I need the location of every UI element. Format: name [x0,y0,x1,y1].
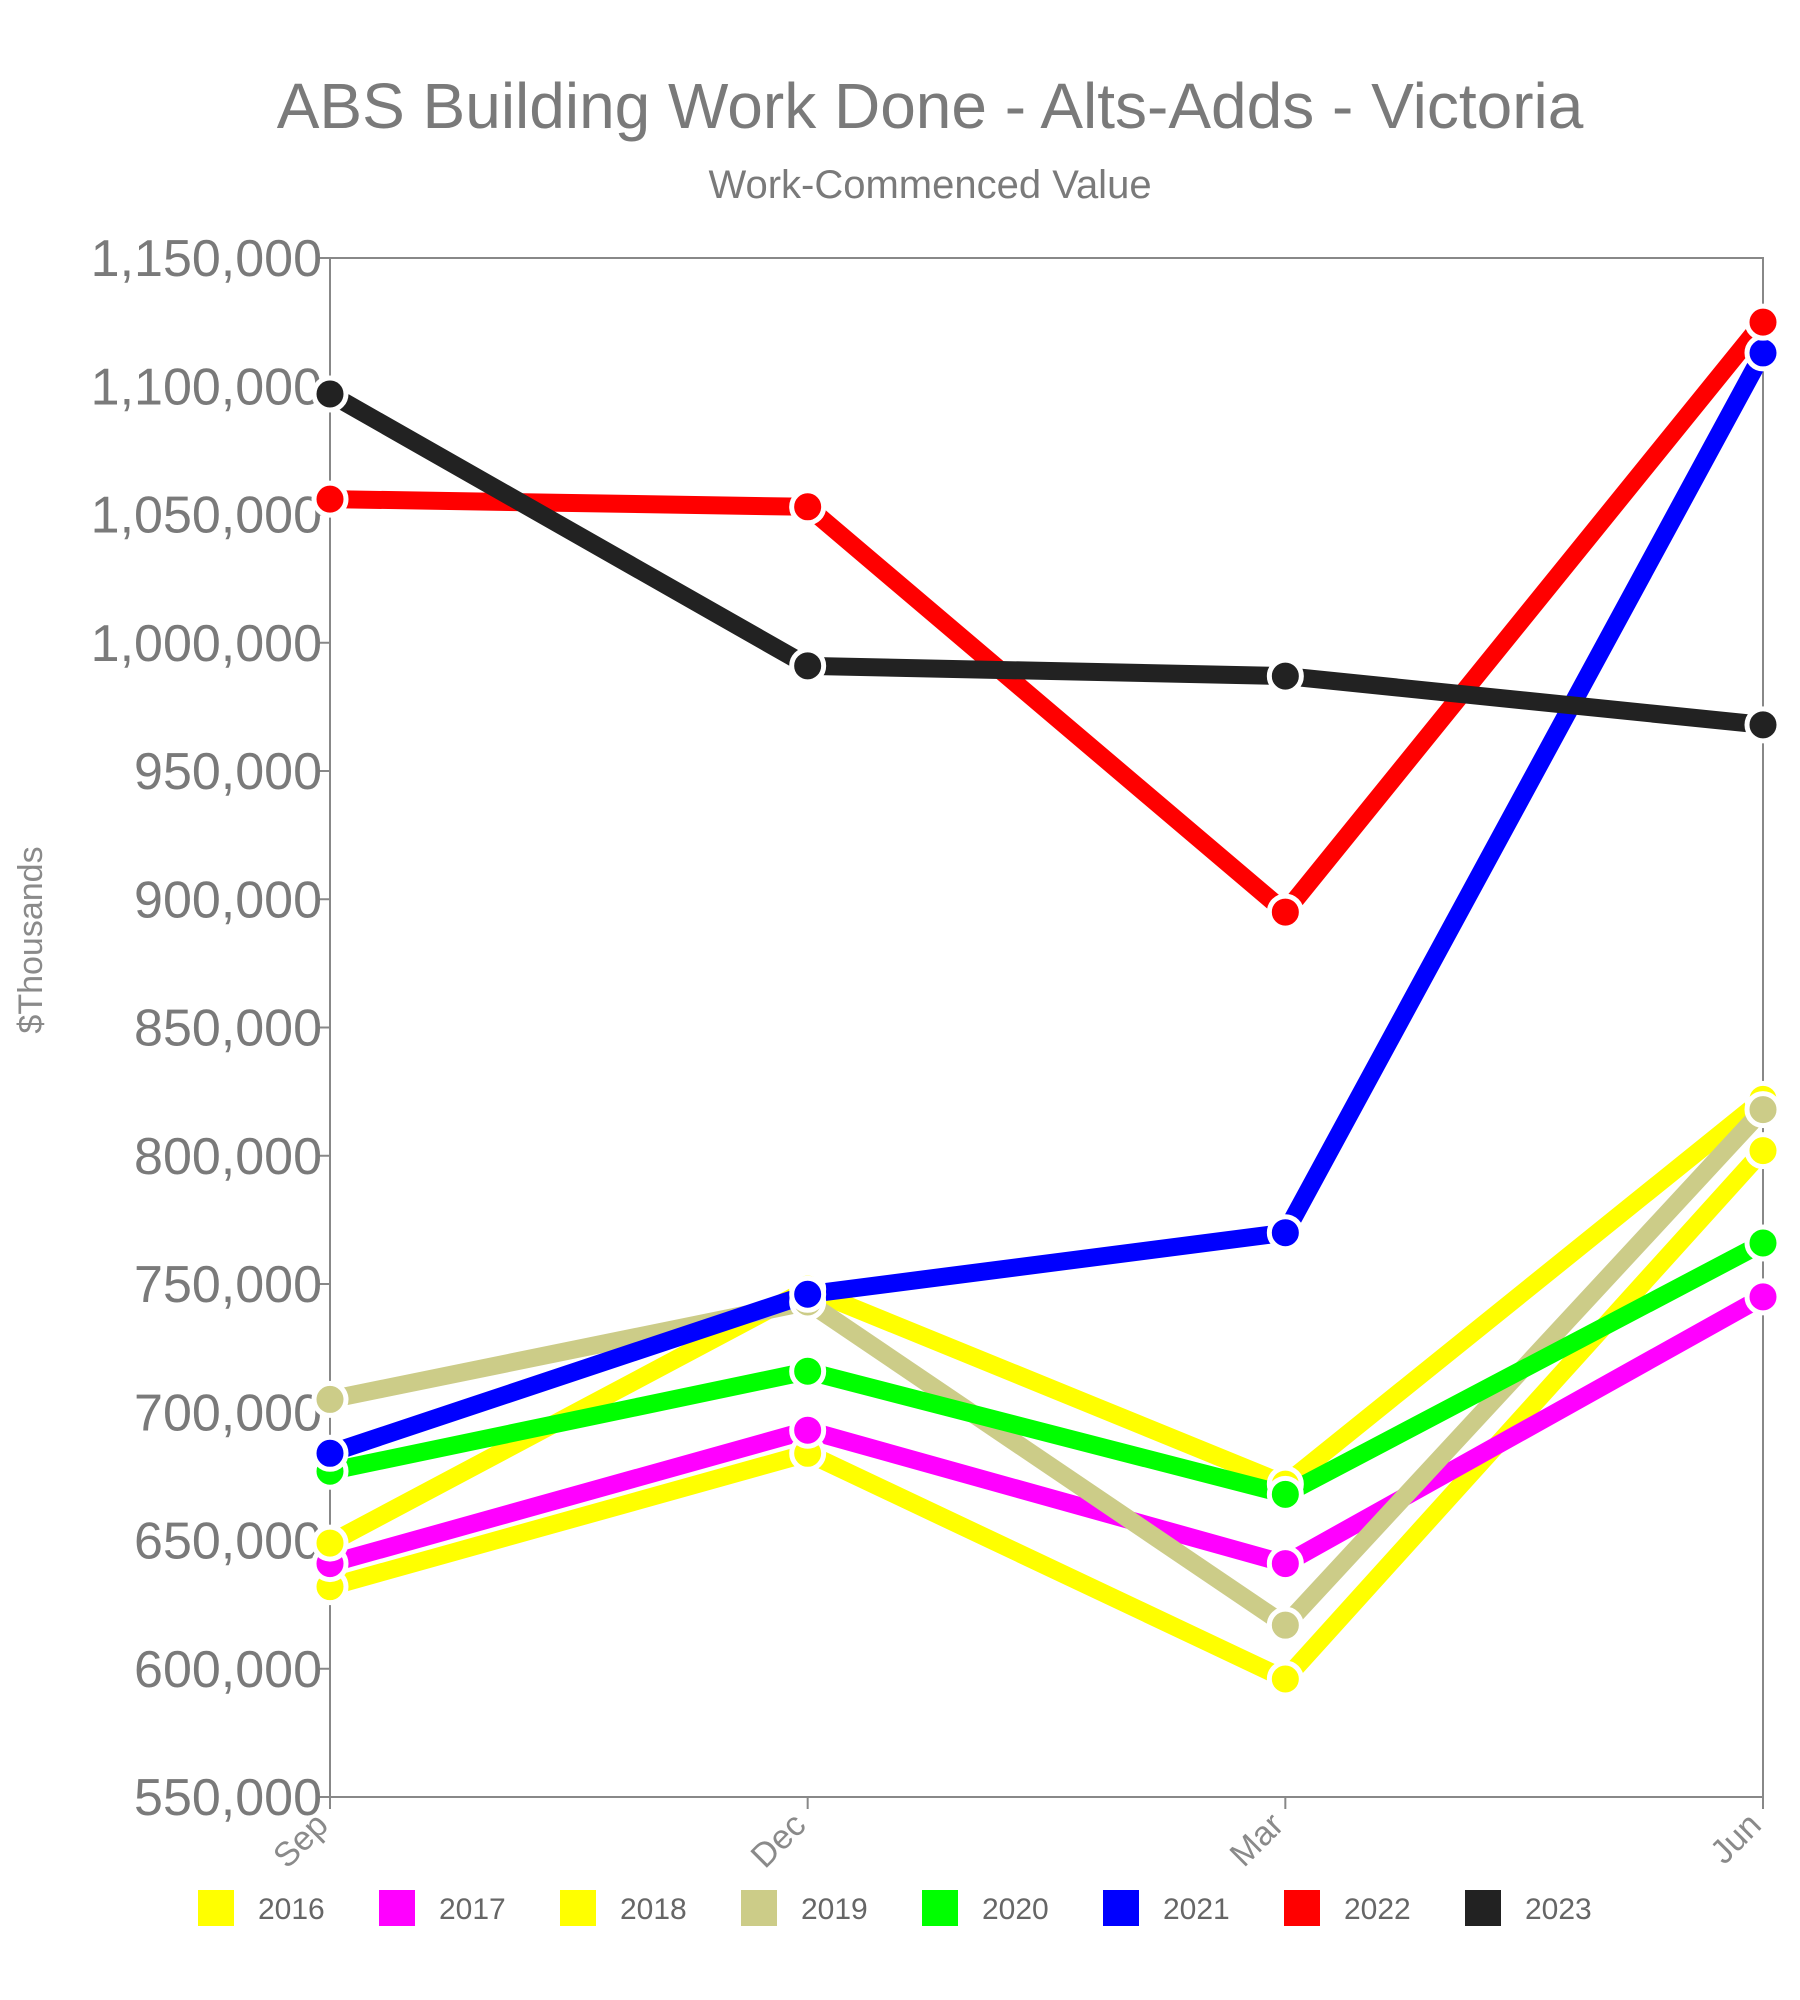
data-point-2023-Mar[interactable] [1266,657,1304,695]
y-axis: 550,000 600,000 650,000 700,000 750,000 800,0… [91,230,330,1827]
y-tick-label: 850,000 [134,1000,322,1058]
y-tick-label: 550,000 [134,1769,322,1827]
x-tick-label: Dec [744,1806,814,1876]
y-tick-label: 1,050,000 [91,487,322,545]
data-point-2018-Sep[interactable] [311,1524,349,1562]
x-tick-label: Jun [1703,1806,1769,1872]
data-point-2017-Jun[interactable] [1744,1278,1782,1316]
legend: 2016 2017 2018 2019 2020 2021 2022 2023 [198,1890,1592,1926]
series-line-2023 [321,384,1772,734]
legend-label-2018[interactable]: 2018 [620,1893,687,1926]
series-line-2019 [321,1100,1772,1635]
data-point-2016-Mar[interactable] [1266,1660,1304,1698]
legend-swatch-2019 [741,1890,777,1926]
y-tick-label: 700,000 [134,1384,322,1442]
y-tick-label: 1,000,000 [91,615,322,673]
series-line-2016 [321,1141,1772,1689]
series-line-2017 [321,1287,1772,1573]
data-point-2021-Jun[interactable] [1744,334,1782,372]
data-point-2021-Sep[interactable] [311,1434,349,1472]
y-tick-label: 1,100,000 [91,358,322,416]
data-point-2022-Jun[interactable] [1744,303,1782,341]
legend-label-2020[interactable]: 2020 [982,1893,1049,1926]
legend-label-2021[interactable]: 2021 [1163,1893,1230,1926]
data-point-2022-Sep[interactable] [311,480,349,518]
y-axis-label: $Thousands [12,846,50,1033]
legend-label-2019[interactable]: 2019 [801,1893,868,1926]
data-point-2021-Dec[interactable] [789,1275,827,1313]
legend-swatch-2023 [1465,1890,1501,1926]
y-tick-label: 650,000 [134,1513,322,1571]
legend-swatch-2016 [198,1890,234,1926]
data-point-2019-Jun[interactable] [1744,1091,1782,1129]
y-tick-label: 950,000 [134,743,322,801]
data-point-2023-Sep[interactable] [311,375,349,413]
y-tick-label: 600,000 [134,1641,322,1699]
y-tick-label: 900,000 [134,871,322,929]
legend-swatch-2022 [1284,1890,1320,1926]
x-axis: Sep Dec Mar Jun [266,1797,1769,1875]
legend-swatch-2018 [560,1890,596,1926]
data-point-2022-Dec[interactable] [789,488,827,526]
legend-swatch-2021 [1103,1890,1139,1926]
chart-subtitle: Work-Commenced Value [708,163,1151,207]
data-point-2023-Jun[interactable] [1744,706,1782,744]
data-point-2017-Dec[interactable] [789,1411,827,1449]
series-line-2021 [321,343,1772,1463]
data-point-2020-Dec[interactable] [789,1352,827,1390]
data-point-2019-Mar[interactable] [1266,1606,1304,1644]
legend-label-2023[interactable]: 2023 [1525,1893,1592,1926]
series-markers [311,303,1782,1698]
series-line-2022 [321,313,1772,922]
legend-swatch-2017 [379,1890,415,1926]
chart-title: ABS Building Work Done - Alts-Adds - Vic… [277,70,1584,142]
data-point-2023-Dec[interactable] [789,647,827,685]
data-point-2020-Jun[interactable] [1744,1224,1782,1262]
legend-label-2016[interactable]: 2016 [258,1893,325,1926]
legend-label-2022[interactable]: 2022 [1344,1893,1411,1926]
data-point-2017-Mar[interactable] [1266,1545,1304,1583]
legend-label-2017[interactable]: 2017 [439,1893,506,1926]
y-tick-label: 800,000 [134,1128,322,1186]
legend-swatch-2020 [922,1890,958,1926]
y-tick-label: 750,000 [134,1256,322,1314]
data-point-2022-Mar[interactable] [1266,893,1304,931]
data-point-2016-Jun[interactable] [1744,1132,1782,1170]
series-lines [321,313,1772,1689]
series-line-2020 [321,1233,1772,1504]
data-point-2019-Sep[interactable] [311,1380,349,1418]
y-tick-label: 1,150,000 [91,230,322,288]
data-point-2021-Mar[interactable] [1266,1214,1304,1252]
series-line-2018 [321,1090,1772,1553]
x-tick-label: Mar [1223,1806,1291,1874]
data-point-2020-Mar[interactable] [1266,1475,1304,1513]
